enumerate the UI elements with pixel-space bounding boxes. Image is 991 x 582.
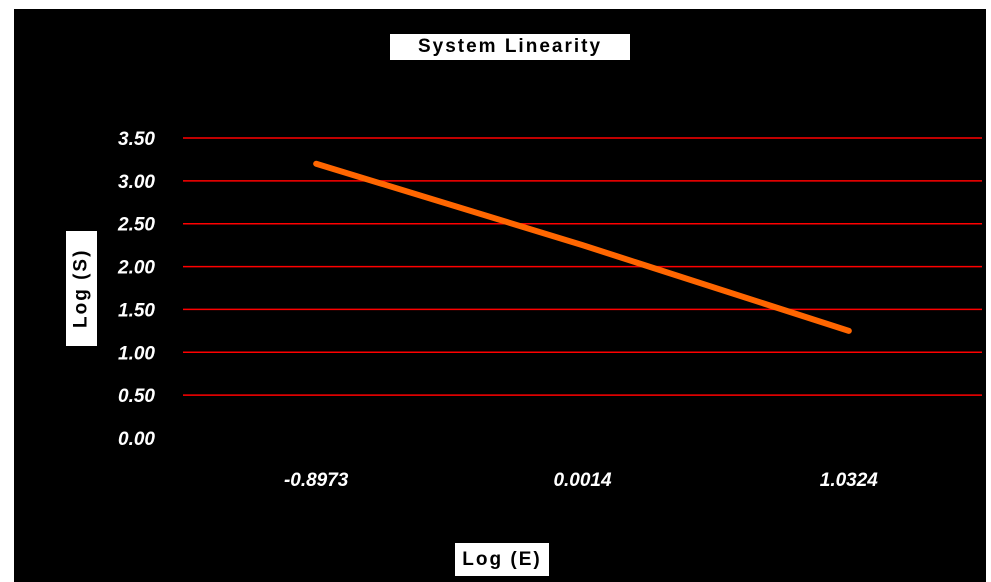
chart-title: System Linearity [390, 34, 630, 60]
y-axis-label-text: Log (S) [70, 248, 92, 329]
chart-frame [14, 9, 986, 582]
series-line-0 [313, 160, 852, 334]
y-tick-label: 1.00 [118, 343, 155, 364]
series-layer [313, 160, 852, 334]
y-tick-label: 0.50 [118, 386, 155, 407]
y-tick-label: 2.00 [117, 258, 155, 279]
x-tick-label: 1.0324 [820, 470, 879, 491]
y-tick-label: 3.50 [118, 129, 155, 150]
y-tick-label: 2.50 [117, 215, 155, 236]
x-tick-label: 0.0014 [553, 470, 612, 491]
x-tick-label: -0.8973 [284, 470, 349, 491]
y-axis-label: Log (S) [66, 231, 97, 346]
grid-layer [183, 137, 982, 396]
y-tick-labels: 0.00 0.50 1.00 1.50 2.00 2.50 3.00 3.50 [117, 129, 155, 450]
y-tick-label: 0.00 [118, 429, 155, 450]
y-tick-label: 1.50 [118, 300, 155, 321]
y-tick-label: 3.00 [118, 172, 155, 193]
x-axis-label: Log (E) [455, 543, 549, 576]
x-tick-labels: -0.8973 0.0014 1.0324 [284, 470, 878, 491]
